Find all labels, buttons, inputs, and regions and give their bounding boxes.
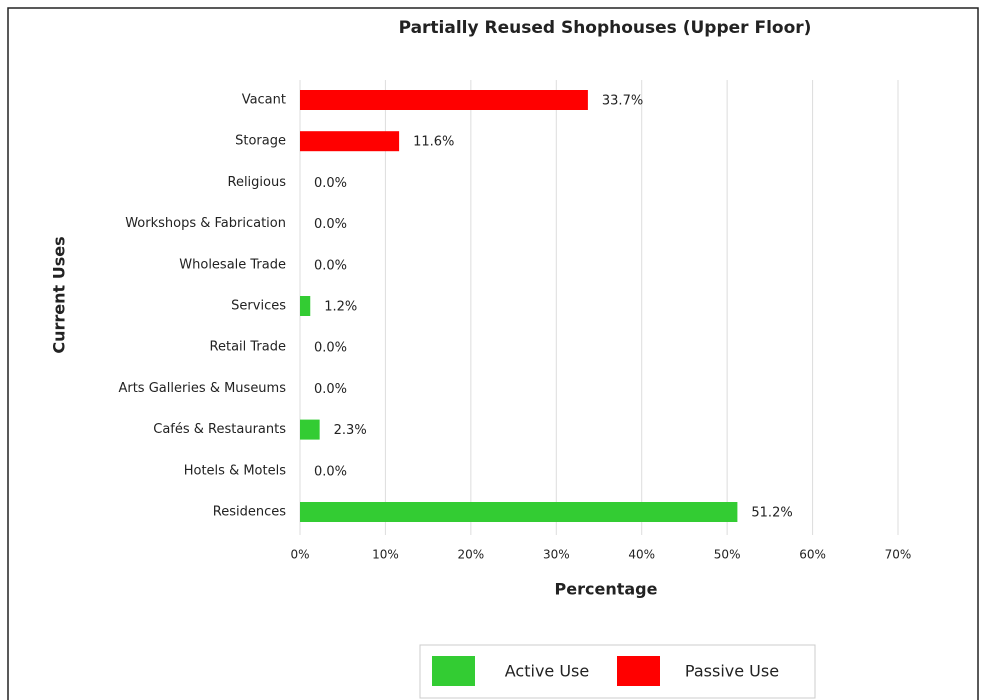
x-tick-label: 50% — [714, 548, 741, 562]
x-tick-label: 70% — [885, 548, 912, 562]
data-label: 2.3% — [334, 423, 367, 438]
y-tick-label: Retail Trade — [210, 340, 286, 355]
x-axis-label: Percentage — [555, 580, 658, 599]
data-label: 0.0% — [314, 217, 347, 232]
bar — [300, 90, 588, 110]
y-tick-label: Religious — [228, 175, 287, 190]
data-label: 33.7% — [602, 94, 643, 109]
y-tick-label: Hotels & Motels — [184, 463, 286, 478]
data-label: 51.2% — [751, 506, 792, 521]
y-tick-label: Wholesale Trade — [179, 257, 286, 272]
data-label: 0.0% — [314, 176, 347, 191]
x-tick-label: 40% — [628, 548, 655, 562]
x-tick-label: 0% — [290, 548, 309, 562]
chart-title: Partially Reused Shophouses (Upper Floor… — [399, 18, 812, 38]
bar — [300, 131, 400, 152]
data-label: 1.2% — [324, 300, 357, 315]
legend-swatch — [617, 656, 660, 686]
data-label: 0.0% — [314, 341, 347, 356]
y-tick-label: Services — [231, 299, 286, 314]
y-tick-label: Vacant — [242, 93, 286, 108]
x-tick-label: 10% — [372, 548, 399, 562]
x-tick-label: 30% — [543, 548, 570, 562]
y-tick-label: Cafés & Restaurants — [153, 422, 286, 437]
x-tick-label: 60% — [799, 548, 826, 562]
legend-label: Passive Use — [685, 662, 779, 681]
data-label: 11.6% — [413, 135, 454, 150]
bar — [300, 296, 311, 316]
y-tick-label: Storage — [235, 134, 286, 149]
data-label: 0.0% — [314, 382, 347, 397]
y-tick-label: Arts Galleries & Museums — [118, 381, 286, 396]
x-tick-label: 20% — [458, 548, 485, 562]
y-axis-label: Current Uses — [50, 236, 69, 353]
bar — [300, 419, 320, 440]
bar — [300, 502, 738, 522]
y-tick-label: Residences — [213, 505, 286, 520]
legend-label: Active Use — [505, 662, 589, 681]
data-label: 0.0% — [314, 464, 347, 479]
y-tick-label: Workshops & Fabrication — [125, 216, 286, 231]
data-label: 0.0% — [314, 258, 347, 273]
legend-swatch — [432, 656, 475, 686]
frame — [7, 7, 979, 700]
